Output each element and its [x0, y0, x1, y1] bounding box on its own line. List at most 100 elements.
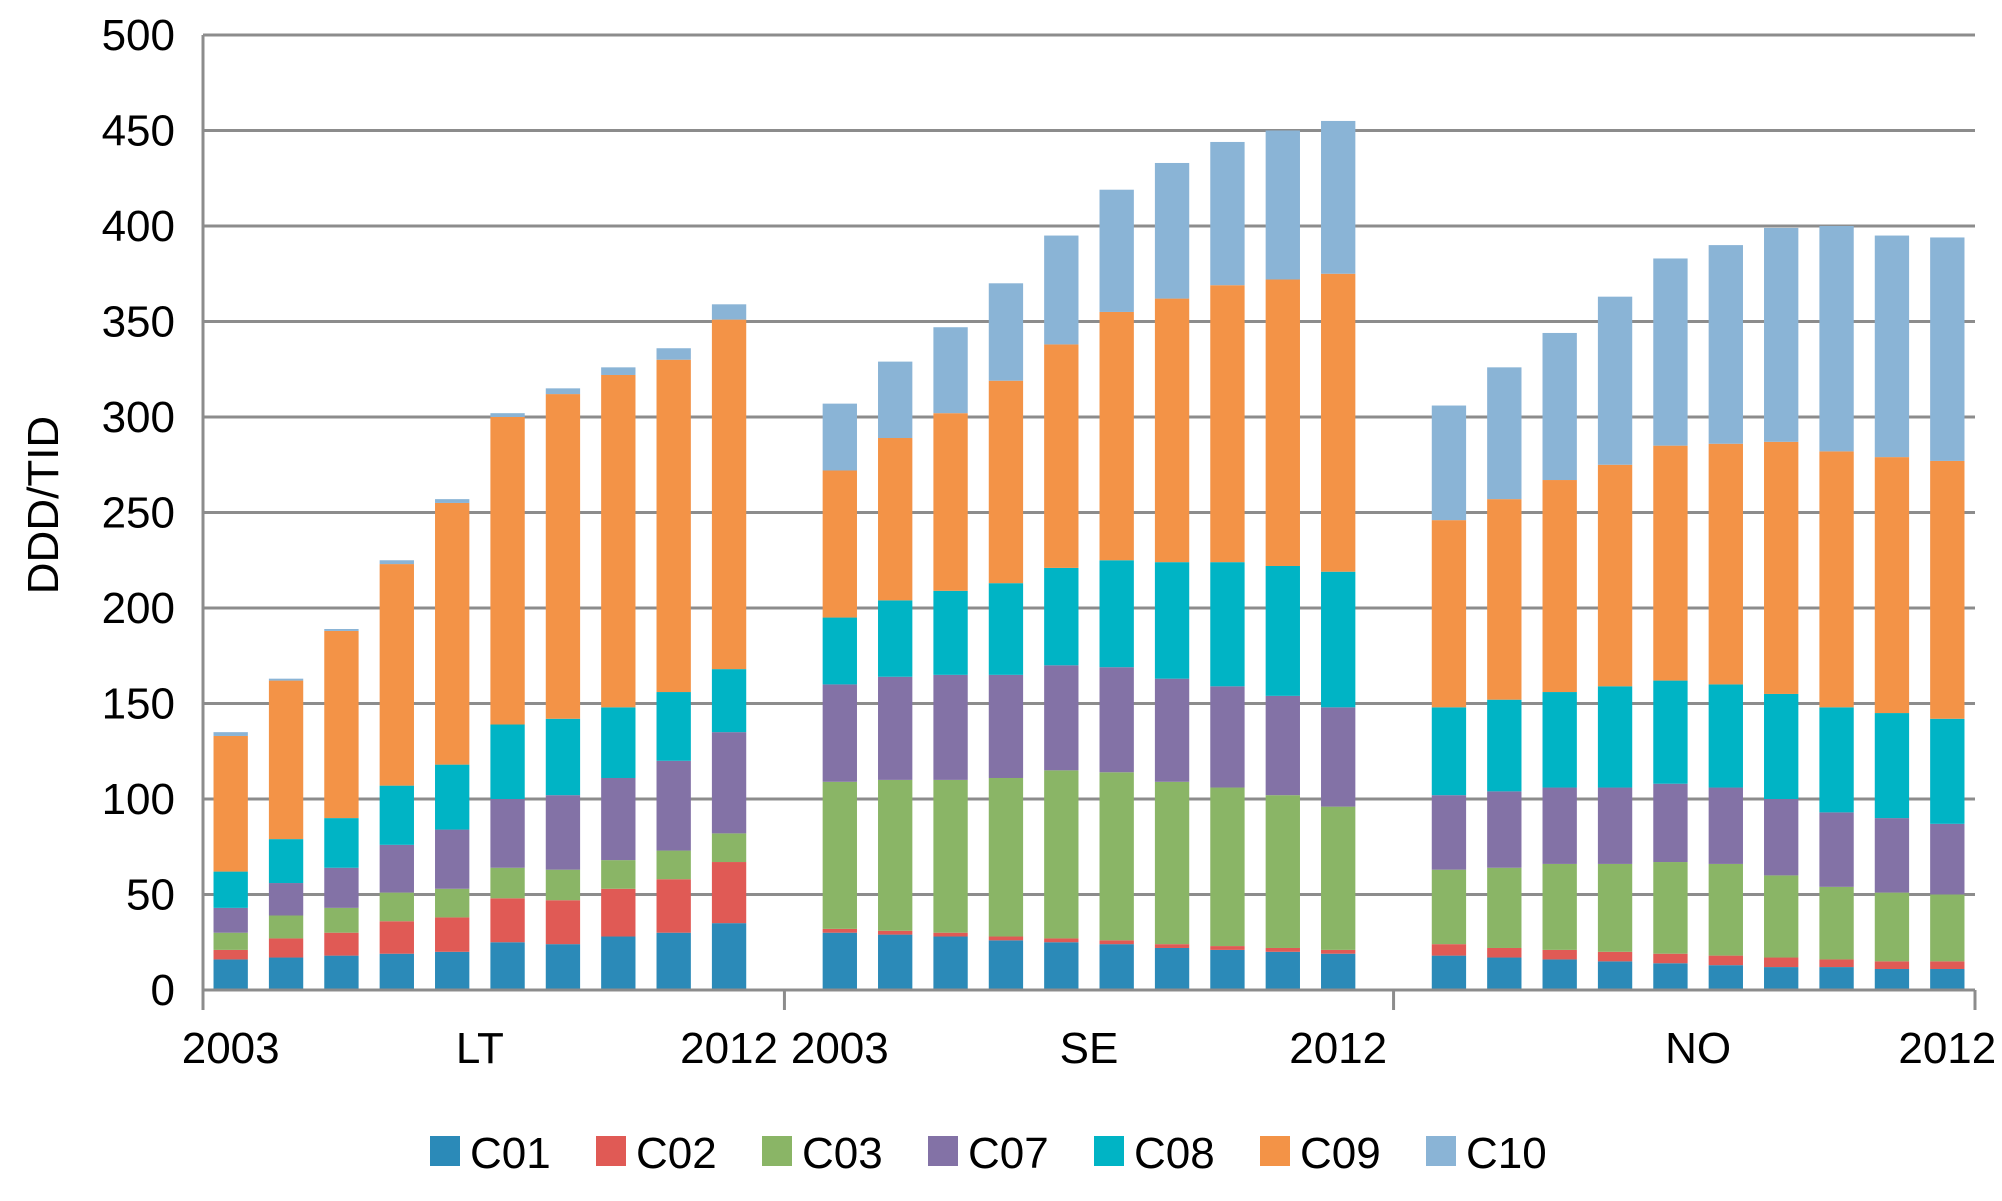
bar-segment-c08	[1154, 562, 1190, 679]
bar-segment-c03	[1930, 894, 1965, 962]
bar-segment-c09	[324, 630, 359, 819]
bar-segment-c10	[1708, 245, 1743, 444]
bar-segment-c10	[601, 367, 636, 375]
bar-segment-c02	[1597, 951, 1633, 962]
bars	[213, 120, 1965, 990]
bar-segment-c07	[1653, 783, 1688, 863]
bar-segment-c02	[1099, 940, 1134, 945]
bar-segment-c09	[1487, 499, 1522, 700]
bar-segment-c03	[601, 860, 636, 889]
bar-segment-c01	[1154, 947, 1190, 990]
bar-segment-c07	[1487, 791, 1522, 868]
bar-segment-c01	[1321, 953, 1356, 990]
legend-swatch-c01	[430, 1136, 460, 1166]
bar-segment-c03	[1099, 772, 1134, 941]
x-group-label: LT	[456, 1024, 504, 1073]
bar-segment-c07	[822, 684, 857, 782]
bar-segment-c09	[1542, 480, 1577, 693]
legend-label-c09: C09	[1300, 1129, 1381, 1178]
bar-segment-c09	[988, 380, 1024, 584]
bar-segment-c10	[1099, 189, 1134, 312]
bar-segment-c03	[268, 915, 304, 939]
bar-segment-c02	[1487, 947, 1522, 958]
bar-segment-c01	[1265, 951, 1300, 990]
bar-segment-c07	[1874, 818, 1910, 893]
legend-swatch-c08	[1094, 1136, 1124, 1166]
bar-segment-c02	[1542, 949, 1577, 960]
bar-segment-c03	[1487, 867, 1522, 948]
bar-segment-c07	[213, 907, 248, 933]
bar-segment-c09	[1044, 344, 1079, 568]
bar-segment-c07	[1708, 787, 1743, 864]
bar-segment-c07	[601, 777, 636, 861]
y-tick-label: 300	[102, 393, 175, 442]
bar-segment-c09	[1431, 520, 1467, 708]
bar-segment-c09	[268, 680, 304, 840]
y-tick-label: 500	[102, 11, 175, 60]
bar-segment-c08	[1930, 718, 1965, 824]
bar-segment-c02	[656, 879, 691, 933]
bar-segment-c09	[1764, 441, 1799, 694]
bar-segment-c02	[601, 888, 636, 937]
legend-label-c08: C08	[1134, 1129, 1215, 1178]
bar-segment-c03	[1597, 863, 1633, 952]
bar-segment-c01	[490, 942, 525, 990]
y-tick-labels: 0 50 100 150 200 250 300 350 400 450 500	[102, 11, 175, 1015]
x-group-start-label: 2003	[791, 1024, 889, 1073]
bar-segment-c07	[656, 760, 691, 851]
bar-segment-c02	[878, 930, 913, 935]
bar-segment-c01	[1487, 957, 1522, 990]
bar-segment-c09	[1597, 464, 1633, 687]
bar-segment-c09	[1930, 460, 1965, 719]
bar-segment-c03	[1708, 863, 1743, 956]
bar-segment-c03	[545, 869, 581, 901]
bar-segment-c08	[379, 785, 414, 845]
bar-segment-c07	[1265, 695, 1300, 796]
bar-segment-c09	[435, 502, 470, 765]
bar-segment-c02	[1321, 949, 1356, 954]
x-group-end-label: 2012	[1898, 1024, 1996, 1073]
bar-segment-c09	[490, 417, 525, 725]
bar-segment-c01	[1431, 955, 1467, 990]
bar-segment-c07	[268, 883, 304, 916]
legend-swatch-c09	[1260, 1136, 1290, 1166]
bar-segment-c02	[435, 917, 470, 952]
bar-segment-c08	[1653, 680, 1688, 784]
bar-segment-c07	[1542, 787, 1577, 864]
bar-segment-c08	[1431, 707, 1467, 796]
bar-segment-c10	[490, 413, 525, 417]
bar-segment-c08	[1210, 562, 1245, 687]
legend-swatch-c02	[596, 1136, 626, 1166]
bar-segment-c08	[1764, 693, 1799, 799]
bar-segment-c03	[1431, 869, 1467, 945]
bar-segment-c08	[1044, 567, 1079, 666]
x-group-end-label: 2012	[1289, 1024, 1387, 1073]
bar-segment-c10	[268, 678, 304, 681]
y-tick-label: 100	[102, 775, 175, 824]
bar-segment-c08	[1819, 707, 1854, 813]
bar-segment-c08	[435, 764, 470, 830]
bar-segment-c10	[1764, 227, 1799, 442]
bar-segment-c08	[1874, 713, 1910, 819]
bar-segment-c09	[1265, 279, 1300, 566]
bar-segment-c02	[988, 936, 1024, 941]
bar-segment-c02	[324, 932, 359, 956]
bar-segment-c01	[988, 940, 1024, 990]
legend-swatch-c03	[762, 1136, 792, 1166]
bar-segment-c09	[1819, 451, 1854, 708]
bar-segment-c02	[1210, 946, 1245, 950]
bar-segment-c03	[933, 779, 968, 933]
bar-segment-c01	[1708, 965, 1743, 990]
bar-segment-c02	[1874, 961, 1910, 969]
bar-segment-c09	[1210, 285, 1245, 563]
y-tick-label: 350	[102, 298, 175, 347]
bar-segment-c10	[1597, 296, 1633, 465]
bar-segment-c01	[1542, 959, 1577, 990]
bar-segment-c07	[711, 732, 747, 834]
legend-label-c03: C03	[802, 1129, 883, 1178]
bar-segment-c02	[268, 938, 304, 958]
bar-segment-c08	[656, 692, 691, 761]
bar-segment-c03	[213, 932, 248, 950]
legend-swatch-c10	[1426, 1136, 1456, 1166]
bar-segment-c08	[1597, 686, 1633, 788]
